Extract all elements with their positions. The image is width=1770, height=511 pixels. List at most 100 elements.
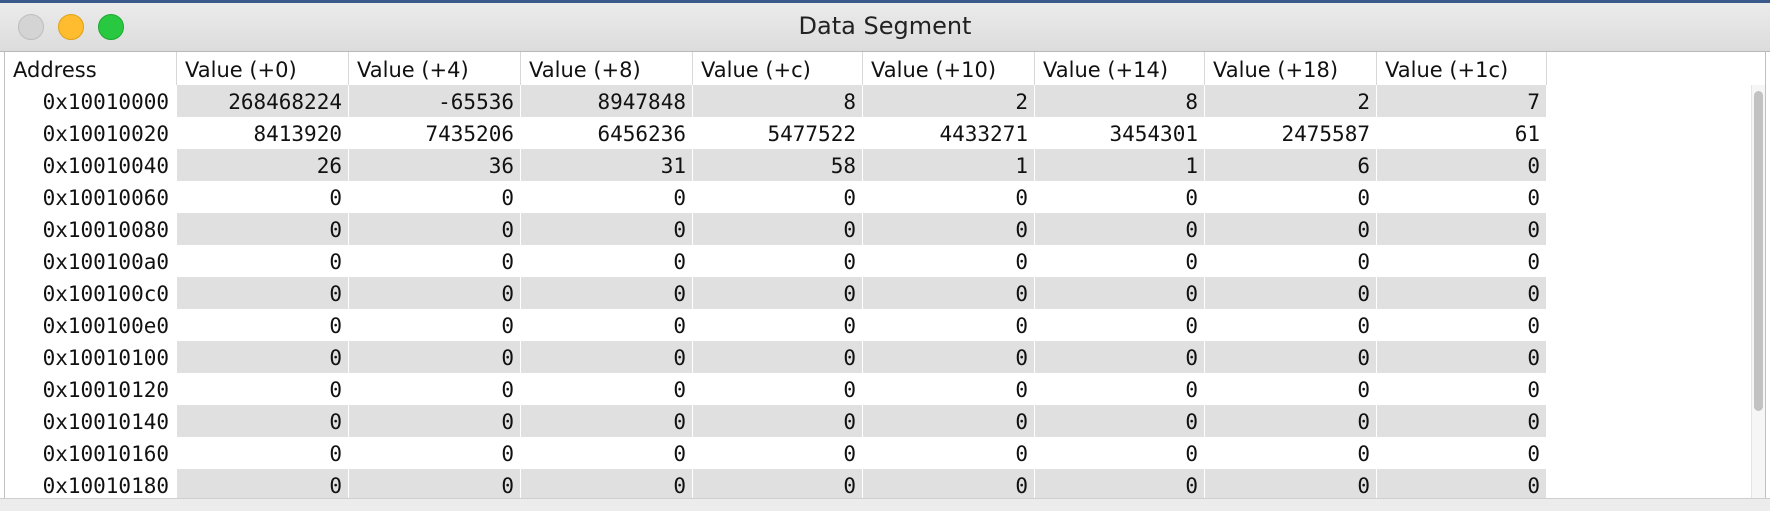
value-cell[interactable]: 0 <box>693 181 863 213</box>
value-cell[interactable]: 0 <box>1205 469 1377 501</box>
value-cell[interactable]: 0 <box>1377 341 1547 373</box>
value-cell[interactable]: 0 <box>1205 341 1377 373</box>
value-cell[interactable]: 8947848 <box>521 85 693 117</box>
value-cell[interactable]: 0 <box>177 405 349 437</box>
value-cell[interactable]: 31 <box>521 149 693 181</box>
table-row[interactable]: 0x10010100 0 0 0 0 0 0 0 0 <box>5 341 1753 373</box>
value-cell[interactable]: 0 <box>521 245 693 277</box>
value-cell[interactable]: 0 <box>349 373 521 405</box>
value-cell[interactable]: 0 <box>1205 181 1377 213</box>
value-cell[interactable]: 0 <box>693 245 863 277</box>
value-cell[interactable]: 0 <box>693 309 863 341</box>
value-cell[interactable]: 4433271 <box>863 117 1035 149</box>
table-body[interactable]: 0x10010000 268468224 -65536 8947848 8 2 8 2 7 0x1… <box>5 85 1753 501</box>
value-cell[interactable]: 0 <box>177 277 349 309</box>
column-header-value[interactable]: Value (+0) <box>177 52 349 85</box>
value-cell[interactable]: 0 <box>177 469 349 501</box>
value-cell[interactable]: 0 <box>177 181 349 213</box>
value-cell[interactable]: 0 <box>863 277 1035 309</box>
value-cell[interactable]: 8413920 <box>177 117 349 149</box>
value-cell[interactable]: 0 <box>1035 405 1205 437</box>
column-header-value[interactable]: Value (+c) <box>693 52 863 85</box>
table-row[interactable]: 0x100100c0 0 0 0 0 0 0 0 0 <box>5 277 1753 309</box>
value-cell[interactable]: 0 <box>863 405 1035 437</box>
value-cell[interactable]: 0 <box>1035 341 1205 373</box>
value-cell[interactable]: 1 <box>1035 149 1205 181</box>
value-cell[interactable]: 0 <box>521 373 693 405</box>
value-cell[interactable]: 0 <box>349 341 521 373</box>
value-cell[interactable]: 6456236 <box>521 117 693 149</box>
value-cell[interactable]: 0 <box>1377 181 1547 213</box>
value-cell[interactable]: 0 <box>1205 277 1377 309</box>
value-cell[interactable]: 0 <box>1377 405 1547 437</box>
value-cell[interactable]: 0 <box>177 213 349 245</box>
value-cell[interactable]: 0 <box>1205 309 1377 341</box>
vertical-scrollbar[interactable] <box>1751 85 1765 508</box>
value-cell[interactable]: 2 <box>1205 85 1377 117</box>
value-cell[interactable]: 7 <box>1377 85 1547 117</box>
table-row[interactable]: 0x10010180 0 0 0 0 0 0 0 0 <box>5 469 1753 501</box>
table-row[interactable]: 0x10010000 268468224 -65536 8947848 8 2 8 2 7 <box>5 85 1753 117</box>
value-cell[interactable]: 0 <box>1377 469 1547 501</box>
value-cell[interactable]: 0 <box>693 341 863 373</box>
value-cell[interactable]: 0 <box>349 405 521 437</box>
column-header-value[interactable]: Value (+1c) <box>1377 52 1547 85</box>
value-cell[interactable]: 0 <box>349 245 521 277</box>
value-cell[interactable]: 6 <box>1205 149 1377 181</box>
value-cell[interactable]: 61 <box>1377 117 1547 149</box>
value-cell[interactable]: 0 <box>177 309 349 341</box>
value-cell[interactable]: 36 <box>349 149 521 181</box>
value-cell[interactable]: 0 <box>1035 469 1205 501</box>
value-cell[interactable]: 2475587 <box>1205 117 1377 149</box>
value-cell[interactable]: 0 <box>177 245 349 277</box>
value-cell[interactable]: 8 <box>1035 85 1205 117</box>
column-header-value[interactable]: Value (+4) <box>349 52 521 85</box>
value-cell[interactable]: 0 <box>693 277 863 309</box>
value-cell[interactable]: 0 <box>349 277 521 309</box>
value-cell[interactable]: 0 <box>349 181 521 213</box>
table-row[interactable]: 0x10010060 0 0 0 0 0 0 0 0 <box>5 181 1753 213</box>
value-cell[interactable]: 0 <box>1035 181 1205 213</box>
value-cell[interactable]: 0 <box>521 277 693 309</box>
value-cell[interactable]: 0 <box>863 373 1035 405</box>
minimize-button[interactable] <box>58 14 84 40</box>
column-header-value[interactable]: Value (+10) <box>863 52 1035 85</box>
value-cell[interactable]: 0 <box>1205 213 1377 245</box>
value-cell[interactable]: 0 <box>349 437 521 469</box>
column-header-value[interactable]: Value (+8) <box>521 52 693 85</box>
value-cell[interactable]: 0 <box>349 213 521 245</box>
value-cell[interactable]: 3454301 <box>1035 117 1205 149</box>
value-cell[interactable]: 0 <box>521 309 693 341</box>
value-cell[interactable]: 0 <box>1377 309 1547 341</box>
value-cell[interactable]: 0 <box>1205 437 1377 469</box>
column-header-value[interactable]: Value (+14) <box>1035 52 1205 85</box>
value-cell[interactable]: 58 <box>693 149 863 181</box>
value-cell[interactable]: 0 <box>863 437 1035 469</box>
table-row[interactable]: 0x10010020 8413920 7435206 6456236 5477522 44… <box>5 117 1753 149</box>
value-cell[interactable]: 0 <box>521 469 693 501</box>
value-cell[interactable]: 0 <box>177 437 349 469</box>
zoom-button[interactable] <box>98 14 124 40</box>
value-cell[interactable]: 0 <box>693 213 863 245</box>
value-cell[interactable]: 0 <box>1377 149 1547 181</box>
value-cell[interactable]: 0 <box>1205 405 1377 437</box>
value-cell[interactable]: 0 <box>349 309 521 341</box>
value-cell[interactable]: 0 <box>1205 373 1377 405</box>
value-cell[interactable]: 0 <box>1035 213 1205 245</box>
value-cell[interactable]: 5477522 <box>693 117 863 149</box>
value-cell[interactable]: 0 <box>1035 309 1205 341</box>
table-row[interactable]: 0x100100e0 0 0 0 0 0 0 0 0 <box>5 309 1753 341</box>
value-cell[interactable]: -65536 <box>349 85 521 117</box>
value-cell[interactable]: 0 <box>521 181 693 213</box>
data-segment-table[interactable]: Address Value (+0) Value (+4) Value (+8) Val… <box>4 52 1766 508</box>
value-cell[interactable]: 0 <box>693 437 863 469</box>
table-row[interactable]: 0x10010160 0 0 0 0 0 0 0 0 <box>5 437 1753 469</box>
value-cell[interactable]: 0 <box>177 341 349 373</box>
value-cell[interactable]: 26 <box>177 149 349 181</box>
value-cell[interactable]: 0 <box>863 341 1035 373</box>
title-bar[interactable]: Data Segment <box>0 0 1770 52</box>
value-cell[interactable]: 0 <box>1377 277 1547 309</box>
value-cell[interactable]: 0 <box>863 469 1035 501</box>
table-row[interactable]: 0x10010080 0 0 0 0 0 0 0 0 <box>5 213 1753 245</box>
value-cell[interactable]: 0 <box>693 469 863 501</box>
